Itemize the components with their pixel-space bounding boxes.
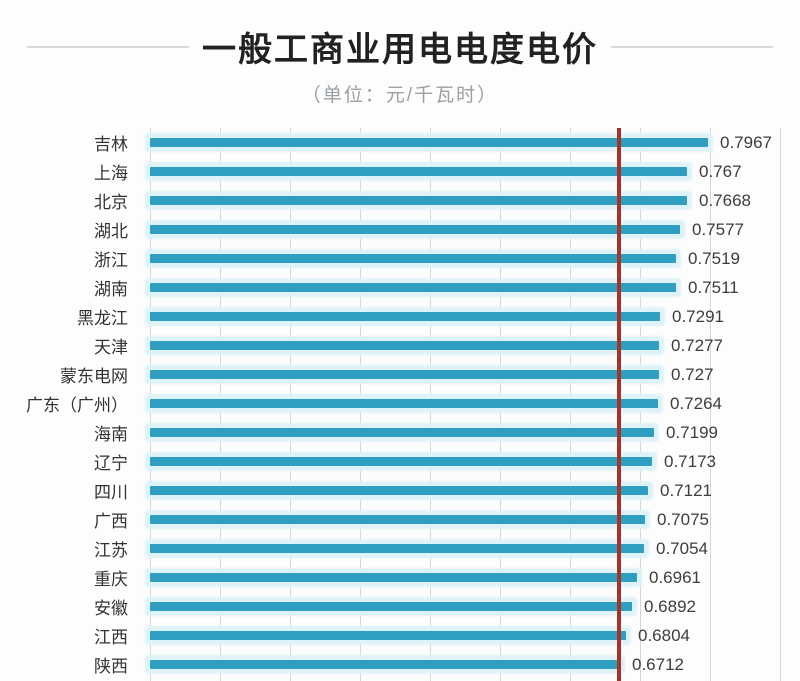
value-label: 0.7075 [657,509,709,529]
chart-row: 湖北 0.7577 [0,215,800,244]
value-label: 0.7264 [670,393,722,413]
category-label: 浙江 [94,251,128,270]
value-label: 0.7519 [688,248,740,268]
value-label: 0.7577 [692,219,744,239]
chart-row: 广东（广州） 0.7264 [0,389,800,418]
reference-line [617,128,621,681]
value-label: 0.7668 [699,190,751,210]
category-label: 广西 [94,512,128,531]
category-label: 吉林 [94,135,128,154]
bar [150,631,626,640]
category-label: 江西 [94,628,128,647]
title-left-rule [27,45,189,48]
chart-row: 四川 0.7121 [0,476,800,505]
bar [150,486,648,495]
chart-row: 辽宁 0.7173 [0,447,800,476]
chart-row: 湖南 0.7511 [0,273,800,302]
value-label: 0.767 [699,161,742,181]
bar [150,602,632,611]
title-right-rule [611,45,773,48]
value-label: 0.6961 [649,567,701,587]
value-label: 0.6892 [644,596,696,616]
bar [150,399,658,408]
category-label: 天津 [94,338,128,357]
category-label: 陕西 [94,657,128,676]
value-label: 0.6804 [638,625,690,645]
bar [150,312,660,321]
chart-row: 蒙东电网 0.727 [0,360,800,389]
category-label: 黑龙江 [77,309,128,328]
bar [150,370,659,379]
value-label: 0.7967 [720,132,772,152]
bar [150,428,654,437]
category-label: 湖北 [94,222,128,241]
value-label: 0.7199 [666,422,718,442]
bar [150,138,708,147]
chart-row: 广西 0.7075 [0,505,800,534]
chart-row: 重庆 0.6961 [0,563,800,592]
value-label: 0.7277 [671,335,723,355]
chart-row: 浙江 0.7519 [0,244,800,273]
category-label: 四川 [94,483,128,502]
chart-row: 陕西 0.6712 [0,650,800,679]
bar [150,225,680,234]
category-label: 海南 [94,425,128,444]
chart-row: 北京 0.7668 [0,186,800,215]
category-label: 辽宁 [94,454,128,473]
bar [150,660,620,669]
bar [150,283,676,292]
bar [150,167,687,176]
category-label: 北京 [94,193,128,212]
category-label: 重庆 [94,570,128,589]
bar-rows-container: 吉林 0.7967 上海 0.767 北京 0.7668 湖北 0.7577 浙江 0.7519 湖… [0,128,800,679]
bar [150,573,637,582]
value-label: 0.7511 [688,277,739,297]
chart-row: 江西 0.6804 [0,621,800,650]
category-label: 广东（广州） [26,396,128,415]
chart-row: 吉林 0.7967 [0,128,800,157]
value-label: 0.7173 [664,451,716,471]
bar [150,457,652,466]
chart-row: 上海 0.767 [0,157,800,186]
bar [150,515,645,524]
category-label: 上海 [94,164,128,183]
bar [150,196,687,205]
chart-row: 黑龙江 0.7291 [0,302,800,331]
bar [150,544,644,553]
category-label: 湖南 [94,280,128,299]
value-label: 0.6712 [632,654,684,674]
category-label: 安徽 [94,599,128,618]
chart-row: 天津 0.7277 [0,331,800,360]
bar [150,254,676,263]
value-label: 0.727 [671,364,714,384]
chart-header: 一般工商业用电电度电价 [0,22,800,71]
value-label: 0.7121 [660,480,712,500]
bar [150,341,659,350]
chart-subtitle-unit: （单位：元/千瓦时） [301,85,499,106]
chart-row: 江苏 0.7054 [0,534,800,563]
value-label: 0.7054 [656,538,708,558]
chart-row: 海南 0.7199 [0,418,800,447]
category-label: 江苏 [94,541,128,560]
category-label: 蒙东电网 [60,367,128,386]
value-label: 0.7291 [672,306,724,326]
chart-title: 一般工商业用电电度电价 [202,31,598,69]
chart-row: 安徽 0.6892 [0,592,800,621]
